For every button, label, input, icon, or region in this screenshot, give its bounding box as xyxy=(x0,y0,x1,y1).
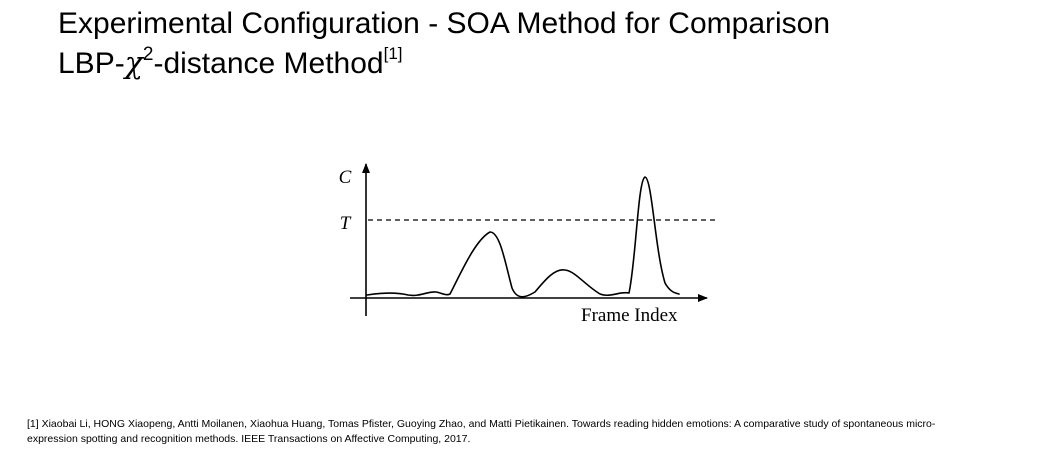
threshold-label: T xyxy=(340,213,352,234)
title-line-1: Experimental Configuration - SOA Method … xyxy=(58,7,831,40)
subtitle-suffix: -distance Method xyxy=(153,47,384,80)
confidence-curve xyxy=(366,176,680,298)
slide-subtitle: LBP-χ2-distance Method[1] xyxy=(58,44,403,82)
slide-title: Experimental Configuration - SOA Method … xyxy=(58,6,830,42)
chi-symbol: χ xyxy=(124,46,143,81)
reference-marker: [1] xyxy=(383,44,403,63)
chi-exponent: 2 xyxy=(142,44,154,65)
reference-footnote: [1] Xiaobai Li, HONG Xiaopeng, Antti Moi… xyxy=(27,418,936,445)
x-axis-label: Frame Index xyxy=(581,305,678,326)
y-axis-label: C xyxy=(339,167,352,188)
subtitle-prefix: LBP- xyxy=(58,47,125,80)
